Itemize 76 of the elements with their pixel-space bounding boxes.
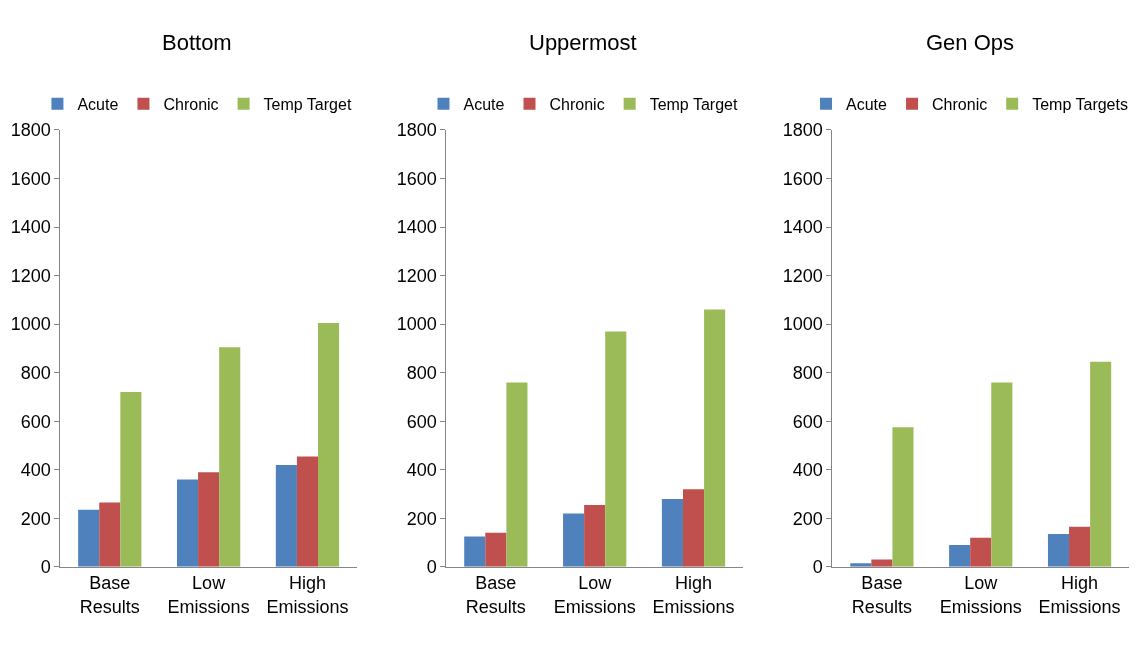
legend-label: Temp Target (649, 95, 738, 113)
y-tick-label: 1200 (396, 265, 437, 286)
bar (485, 532, 507, 567)
chart-title: Bottom (162, 30, 232, 55)
chart-title: Uppermost (529, 30, 637, 55)
y-tick-label: 400 (792, 460, 823, 481)
bar (1090, 361, 1112, 567)
bar (605, 331, 627, 567)
bar (563, 513, 585, 567)
x-tick-label: Low Emissions (167, 573, 250, 617)
x-tick-label: Low Emissions (939, 573, 1022, 617)
y-tick-label: 1200 (782, 265, 823, 286)
x-tick-label: Base Results (465, 573, 526, 617)
bar (176, 479, 199, 567)
bar (704, 309, 726, 567)
y-tick-label: 400 (406, 460, 437, 481)
bar (318, 322, 340, 567)
y-tick-label: 200 (792, 508, 823, 529)
y-tick-label: 600 (406, 411, 437, 432)
x-tick-label: High Emissions (1038, 573, 1121, 617)
bar (296, 456, 319, 567)
y-tick-label: 1000 (10, 314, 51, 335)
y-tick-label: 200 (406, 508, 437, 529)
y-tick-label: 800 (792, 362, 823, 383)
bar (584, 504, 606, 567)
legend-label: Chronic (163, 95, 219, 113)
legend-label: Acute (846, 95, 888, 113)
legend-label: Acute (77, 95, 119, 113)
y-tick-label: 1800 (396, 120, 437, 141)
legend-label: Temp Targets (1032, 95, 1128, 113)
y-tick-label: 1800 (782, 120, 823, 141)
y-tick-label: 200 (20, 508, 51, 529)
y-tick-label: 0 (40, 557, 51, 578)
x-tick-label: Base Results (851, 573, 912, 617)
y-tick-label: 0 (812, 557, 823, 578)
y-tick-label: 1400 (10, 217, 51, 238)
bar (661, 498, 683, 567)
y-tick-label: 600 (792, 411, 823, 432)
y-tick-label: 1200 (10, 265, 51, 286)
bar (198, 472, 220, 567)
bar (275, 464, 297, 567)
y-tick-label: 400 (20, 460, 51, 481)
x-tick-label: Low Emissions (553, 573, 636, 617)
y-tick-label: 800 (406, 362, 437, 383)
y-tick-label: 1400 (782, 217, 823, 238)
y-tick-label: 1400 (396, 217, 437, 238)
bar (1047, 534, 1070, 567)
bar (682, 489, 705, 567)
legend-label: Acute (463, 95, 505, 113)
bar (120, 392, 142, 567)
bar (970, 537, 992, 567)
y-tick-label: 600 (20, 411, 51, 432)
chart-title: Gen Ops (926, 30, 1015, 55)
bar (991, 382, 1013, 567)
y-tick-label: 1000 (782, 314, 823, 335)
y-tick-label: 1000 (396, 314, 437, 335)
x-tick-label: Base Results (79, 573, 140, 617)
y-tick-label: 1600 (396, 168, 437, 189)
bar (892, 427, 914, 567)
bar (219, 347, 241, 567)
bar (506, 382, 528, 567)
y-tick-label: 1600 (782, 168, 823, 189)
bar (1069, 526, 1091, 567)
legend-label: Chronic (549, 95, 605, 113)
bar (464, 536, 486, 567)
bar (99, 502, 121, 567)
y-tick-label: 1800 (10, 120, 51, 141)
bar (949, 545, 971, 567)
legend-label: Temp Target (263, 95, 352, 113)
y-tick-label: 1600 (10, 168, 51, 189)
legend-label: Chronic (932, 95, 988, 113)
bar (78, 509, 100, 567)
x-tick-label: High Emissions (652, 573, 735, 617)
y-tick-label: 0 (426, 557, 437, 578)
x-tick-label: High Emissions (266, 573, 349, 617)
y-tick-label: 800 (20, 362, 51, 383)
